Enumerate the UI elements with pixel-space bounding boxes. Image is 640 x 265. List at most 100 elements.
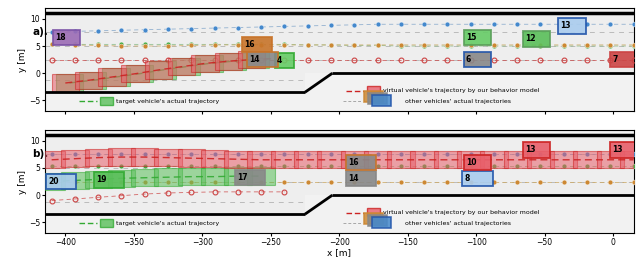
Bar xyxy=(596,151,624,169)
Bar xyxy=(131,169,159,187)
Bar xyxy=(108,170,135,187)
Bar xyxy=(242,51,269,68)
Bar xyxy=(102,68,130,86)
Text: 6: 6 xyxy=(466,55,471,64)
Bar xyxy=(457,151,484,169)
Bar xyxy=(364,151,391,169)
Bar xyxy=(573,151,601,169)
Bar xyxy=(248,167,275,185)
Y-axis label: y [m]: y [m] xyxy=(19,48,28,72)
Text: 18: 18 xyxy=(55,33,66,42)
Text: 16: 16 xyxy=(348,158,358,167)
Bar xyxy=(154,169,182,186)
Text: 14: 14 xyxy=(348,174,358,183)
Bar xyxy=(149,61,176,79)
Bar xyxy=(53,30,81,46)
Text: 12: 12 xyxy=(525,34,535,43)
Bar xyxy=(504,151,531,169)
Bar xyxy=(100,219,113,227)
Text: b).: b). xyxy=(33,149,49,159)
Bar xyxy=(191,55,219,72)
Text: 13: 13 xyxy=(525,145,535,154)
Bar xyxy=(527,151,554,169)
Bar xyxy=(98,68,125,86)
Text: 13: 13 xyxy=(612,145,623,154)
Bar xyxy=(45,14,634,73)
Text: 8: 8 xyxy=(465,174,470,183)
Bar xyxy=(464,30,491,46)
Bar xyxy=(367,208,380,216)
Bar xyxy=(372,217,391,228)
Y-axis label: y [m]: y [m] xyxy=(19,170,28,193)
Bar xyxy=(79,72,106,89)
Bar xyxy=(271,151,298,169)
Bar xyxy=(154,149,182,166)
Bar xyxy=(178,149,205,167)
Bar xyxy=(340,151,368,169)
Bar xyxy=(346,171,376,187)
Bar xyxy=(558,18,586,33)
Bar xyxy=(45,135,634,195)
Bar xyxy=(368,215,387,226)
Text: 16: 16 xyxy=(244,40,255,49)
Bar xyxy=(172,58,200,75)
Text: 13: 13 xyxy=(561,21,571,30)
Bar xyxy=(52,74,79,92)
Bar xyxy=(214,52,242,70)
Bar xyxy=(317,151,345,169)
Bar xyxy=(550,151,577,169)
Bar xyxy=(463,171,493,187)
Bar xyxy=(294,151,321,169)
Bar xyxy=(38,151,65,169)
Bar xyxy=(224,167,252,185)
Bar xyxy=(346,155,376,170)
Bar xyxy=(410,151,438,169)
Bar xyxy=(372,95,391,106)
Bar xyxy=(235,170,265,185)
Text: 14: 14 xyxy=(250,55,260,64)
Bar xyxy=(464,52,491,67)
Bar xyxy=(46,174,76,189)
X-axis label: x [m]: x [m] xyxy=(327,249,351,258)
Bar xyxy=(201,150,228,167)
Text: 17: 17 xyxy=(237,173,248,182)
Bar xyxy=(523,31,550,47)
Text: 20: 20 xyxy=(48,177,59,186)
Bar xyxy=(131,148,159,166)
Bar xyxy=(224,151,252,168)
Bar xyxy=(145,61,172,79)
Bar xyxy=(45,195,305,214)
Text: virtual vehicle's trajectory by our behavior model: virtual vehicle's trajectory by our beha… xyxy=(383,210,540,215)
Bar xyxy=(45,73,305,92)
Bar xyxy=(248,52,278,67)
Text: other vehicles' actual trajectories: other vehicles' actual trajectories xyxy=(405,99,511,104)
Text: 4: 4 xyxy=(277,56,282,65)
Bar xyxy=(84,171,112,188)
Bar xyxy=(367,86,380,94)
Bar xyxy=(61,172,88,189)
Bar xyxy=(178,168,205,185)
Bar xyxy=(75,72,102,89)
Text: 7: 7 xyxy=(612,55,618,64)
Bar xyxy=(364,91,383,102)
Bar xyxy=(125,65,153,82)
Bar xyxy=(122,65,149,82)
Bar xyxy=(38,173,65,190)
Bar xyxy=(238,51,265,68)
Bar xyxy=(364,213,383,224)
Bar xyxy=(84,149,112,166)
Text: 10: 10 xyxy=(466,158,476,167)
Text: virtual vehicle's trajectory by our behavior model: virtual vehicle's trajectory by our beha… xyxy=(383,88,540,93)
Bar xyxy=(56,74,83,92)
Bar xyxy=(611,52,637,67)
Bar xyxy=(219,52,246,70)
Bar xyxy=(620,151,640,169)
Bar xyxy=(94,172,124,188)
Text: target vehicle's actual trajectory: target vehicle's actual trajectory xyxy=(116,221,220,226)
Text: 19: 19 xyxy=(96,175,107,184)
Text: other vehicles' actual trajectories: other vehicles' actual trajectories xyxy=(405,221,511,226)
Bar xyxy=(480,151,508,169)
Bar xyxy=(523,142,550,158)
Bar xyxy=(108,148,135,166)
Bar xyxy=(100,97,113,105)
